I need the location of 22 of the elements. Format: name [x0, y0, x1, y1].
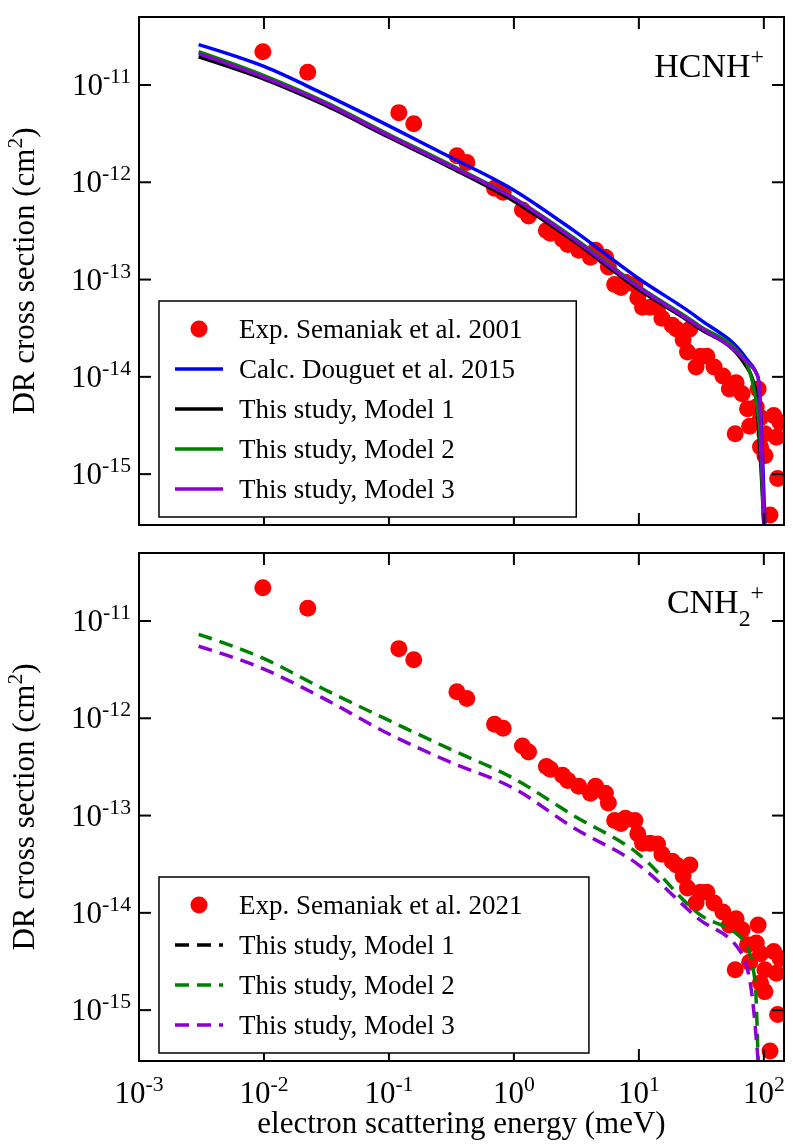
legend-label: This study, Model 1	[239, 394, 455, 424]
legend-label: This study, Model 3	[239, 474, 455, 504]
y-tick-label: 10$^{-15}$	[71, 453, 131, 492]
x-tick-label: 10$^{-3}$	[114, 1072, 164, 1110]
legend-label: Exp. Semaniak et al. 2021	[239, 890, 523, 920]
y-tick-label: 10$^{-12}$	[71, 697, 131, 736]
legend-label: Calc. Douguet et al. 2015	[239, 354, 515, 384]
y-tick-label: 10$^{-12}$	[71, 161, 131, 200]
annotation: HCNH$^{+}$	[654, 43, 764, 84]
x-tick-label: 10$^{2}$	[742, 1072, 785, 1110]
y-tick-label: 10$^{-11}$	[71, 64, 131, 102]
y-tick-label: 10$^{-11}$	[71, 600, 131, 638]
y-tick-label: 10$^{-14}$	[71, 891, 132, 930]
legend-label: This study, Model 2	[239, 970, 455, 1000]
legend-label: This study, Model 3	[239, 1010, 455, 1040]
legend-label: This study, Model 1	[239, 930, 455, 960]
y-tick-label: 10$^{-14}$	[71, 355, 132, 394]
y-tick-label: 10$^{-15}$	[71, 989, 131, 1028]
legend-label: Exp. Semaniak et al. 2001	[239, 314, 523, 344]
y-tick-label: 10$^{-13}$	[71, 258, 131, 297]
y-tick-label: 10$^{-13}$	[71, 794, 131, 833]
legend-label: This study, Model 2	[239, 434, 455, 464]
